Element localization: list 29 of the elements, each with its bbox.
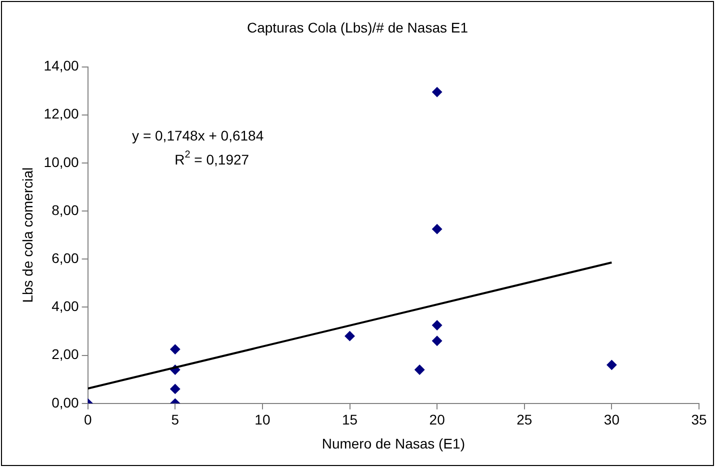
x-tick-label: 35 [691,412,707,428]
x-tick-label: 10 [254,412,270,428]
y-axis-title: Lbs de cola comercial [19,167,36,303]
y-tick-label: 10,00 [44,154,80,170]
x-tick-label: 0 [84,412,92,428]
point [606,360,617,370]
y-tick-label: 12,00 [44,106,80,122]
point [432,224,442,234]
point [432,320,442,330]
point [432,336,442,346]
x-tick-label: 30 [604,412,620,428]
point [414,364,425,375]
y-tick-label: 2,00 [52,346,80,362]
y-tick-label: 6,00 [52,250,80,266]
point [344,331,355,342]
x-axis-title: Numero de Nasas (E1) [322,435,466,452]
point [170,384,180,394]
y-tick-label: 4,00 [52,298,80,314]
chart-title: Capturas Cola (Lbs)/# de Nasas E1 [247,19,468,36]
y-tick-label: 8,00 [52,202,80,218]
annotation: y = 0,1748x + 0,6184 [132,128,264,144]
x-tick-label: 15 [342,412,358,428]
x-tick-label: 20 [429,412,446,428]
point [432,87,442,98]
y-tick-label: 14,00 [44,58,80,74]
point [170,344,180,354]
y-tick-label: 0,00 [52,394,80,410]
x-tick-label: 25 [516,412,532,428]
x-tick-label: 5 [171,412,180,428]
